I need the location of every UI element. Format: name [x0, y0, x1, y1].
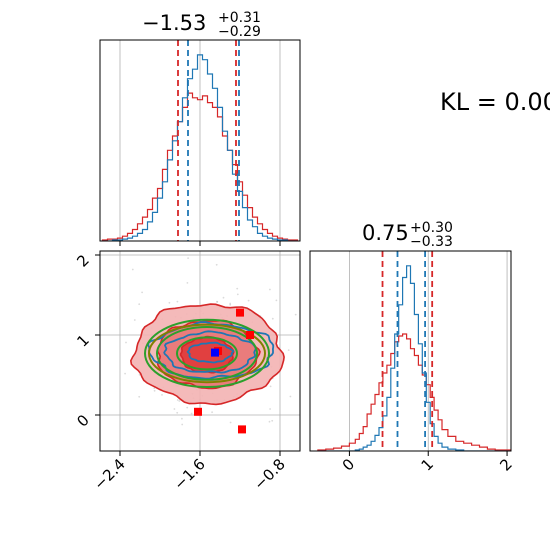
blue-contour-level-1	[186, 341, 235, 364]
green-ellipse-2	[156, 326, 258, 381]
joint-sample-point	[133, 319, 136, 321]
marginal-y-tick-label: 2	[496, 455, 515, 474]
joint-sample-point	[125, 341, 127, 344]
marginal-x-histogram-red	[101, 92, 299, 241]
joint-sample-point	[176, 411, 179, 414]
green-ellipse-1	[176, 336, 238, 371]
marginal-y-histograms	[317, 265, 511, 451]
joint-sample-point	[294, 313, 297, 316]
blue-contour-level-2	[163, 330, 257, 374]
red-square-marker	[194, 407, 202, 416]
joint-sample-point	[269, 288, 271, 291]
red-square-marker	[236, 308, 244, 317]
marginal-y-tick-label: 0	[339, 455, 358, 474]
joint-sample-point	[229, 303, 232, 306]
joint-sample-point	[141, 291, 144, 294]
joint-sample-point	[229, 421, 232, 424]
marginal-y-title-minus: −0.33	[410, 234, 453, 250]
marginal-y-panel: 0 1 2 0.75 +0.30 −0.33	[309, 220, 516, 475]
joint-sample-point	[190, 412, 193, 415]
joint-sample-point	[181, 417, 183, 420]
joint-sample-point	[216, 300, 218, 303]
joint-sample-point	[161, 394, 163, 396]
marginal-x-ticks	[119, 241, 281, 246]
blue-square-marker	[211, 348, 219, 357]
joint-sample-point	[236, 287, 239, 290]
joint-sample-point	[131, 268, 134, 271]
marginal-x-histogram-blue	[102, 54, 298, 241]
joint-sample-point	[138, 303, 141, 306]
joint-sample-point	[211, 411, 214, 414]
marginal-x-title-value: −1.53	[142, 11, 206, 35]
green-ellipse-4	[148, 323, 266, 384]
marginal-x-panel: −1.53 +0.31 −0.29	[99, 10, 301, 246]
marginal-y-tick-label: 1	[418, 455, 437, 474]
joint-sample-point	[215, 263, 218, 266]
joint-sample-point	[181, 423, 184, 426]
joint-y-tick-label: 2	[73, 251, 92, 270]
joint-sample-point	[109, 453, 111, 455]
joint-x-tick-label: −1.6	[170, 455, 208, 493]
marginal-y-histogram-red	[317, 333, 511, 451]
joint-plot-area	[109, 257, 348, 455]
joint-x-tick-label: −0.8	[250, 455, 288, 493]
marginal-y-grid	[349, 251, 508, 451]
joint-sample-point	[229, 302, 232, 305]
marginal-y-title-plus: +0.30	[410, 220, 453, 236]
marginal-x-title-minus: −0.29	[218, 24, 261, 40]
joint-sample-point	[173, 408, 176, 410]
marginal-y-title-value: 0.75	[362, 221, 409, 245]
joint-sample-point	[124, 372, 126, 375]
joint-sample-point	[346, 341, 348, 343]
joint-sample-point	[187, 257, 190, 259]
green-ellipse-3	[144, 318, 270, 388]
marginal-x-grid	[119, 40, 281, 241]
joint-sample-point	[168, 301, 171, 304]
joint-sample-point	[271, 419, 274, 422]
joint-sample-point	[176, 300, 179, 303]
joint-sample-point	[153, 387, 156, 390]
joint-sample-point	[222, 296, 225, 299]
joint-sample-point	[268, 420, 271, 423]
joint-sample-point	[178, 400, 181, 402]
joint-sample-point	[287, 349, 290, 351]
joint-sample-point	[176, 399, 179, 401]
joint-y-tick-label: 1	[73, 331, 92, 350]
marginal-x-histograms	[101, 54, 299, 241]
joint-sample-point	[271, 317, 274, 320]
marginal-y-histogram-blue	[317, 265, 511, 451]
joint-panel: −2.4 −1.6 −0.8 0 1 2	[73, 250, 348, 494]
marginal-y-quantile-lines	[381, 251, 434, 451]
marginal-y-ticks: 0 1 2	[339, 451, 516, 475]
joint-sample-point	[275, 299, 278, 302]
marginal-x-title-plus: +0.31	[218, 10, 261, 26]
joint-sample-point	[289, 395, 292, 398]
joint-sample-point	[269, 408, 271, 410]
joint-sample-point	[153, 389, 156, 392]
joint-y-tick-label: 0	[73, 411, 92, 430]
joint-sample-point	[269, 385, 272, 388]
red-square-marker	[238, 425, 246, 434]
red-square-marker	[246, 331, 254, 339]
marginal-y-frame	[309, 250, 512, 452]
joint-green-ellipses	[144, 318, 270, 388]
kl-annotation: KL = 0.00	[440, 88, 550, 116]
joint-sample-point	[236, 293, 239, 296]
joint-sample-point	[138, 395, 141, 398]
joint-x-tick-label: −2.4	[90, 455, 128, 493]
marginal-x-quantile-lines	[177, 40, 240, 241]
joint-sample-point	[186, 406, 189, 409]
joint-sample-point	[186, 282, 189, 284]
joint-sample-point	[247, 299, 250, 302]
joint-markers	[194, 308, 254, 434]
